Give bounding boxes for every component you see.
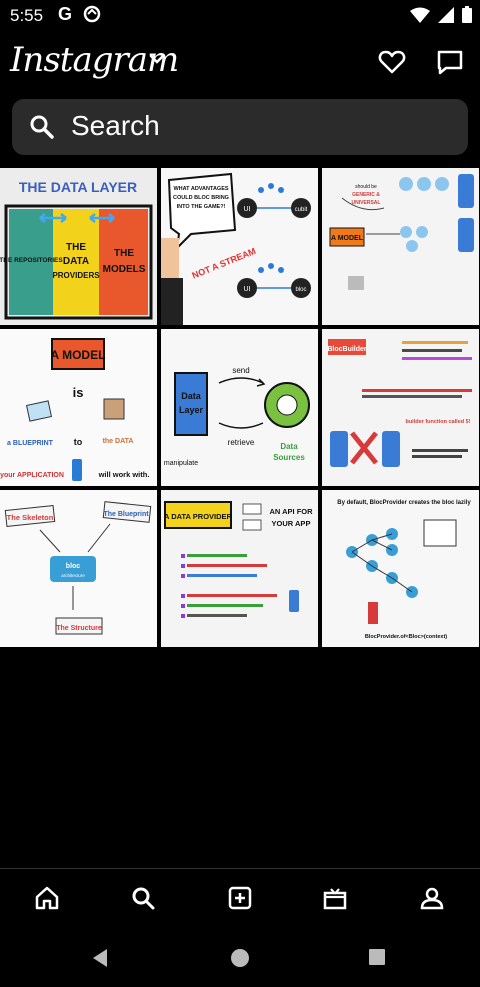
should-be: should be [355,184,377,190]
label-models: MODELS [103,264,146,275]
post-a-model-generic[interactable]: A MODEL should be GENERIC & UNIVERSAL [322,168,479,325]
label-providers: PROVIDERS [52,271,100,280]
api-line-1: AN API FOR [269,507,313,516]
skeleton-label: The Skeleton [7,513,54,522]
search-icon[interactable] [130,885,158,913]
post-data-layer-send-retrieve[interactable]: Data Layer send retrieve manipulate Data… [161,329,318,486]
post-bloc-architecture[interactable]: The Skeleton The Blueprint bloc architec… [0,490,157,647]
app-header: Instagram [0,30,480,92]
blueprint-label: a BLUEPRINT [7,440,54,447]
blocprovider-caption: By default, BlocProvider creates the blo… [337,500,471,506]
ui-node: UI [244,206,251,213]
post-blocbuilder[interactable]: BlocBuilder builder function called 5! [322,329,479,486]
messages-icon[interactable] [436,48,464,81]
post-the-data-layer[interactable]: THE DATA LAYER THE REPOSITORIES THE DATA… [0,168,157,325]
layer-label: Layer [179,405,204,415]
tile-title: THE DATA LAYER [19,179,137,195]
data-label: Data [181,391,202,401]
blocbuilder-label: BlocBuilder [327,346,367,353]
send-label: send [232,366,249,375]
search-input[interactable]: Search [71,110,160,141]
data-provider-title: A DATA PROVIDER [164,512,233,521]
add-post-icon[interactable] [227,885,255,913]
your-application: your APPLICATION [0,472,64,479]
home-circle-icon[interactable] [230,948,250,973]
data-sources-2: Sources [273,453,305,462]
bubble-line-3: INTO THE GAME?! [177,204,226,210]
label-the: THE [66,242,86,253]
bubble-line-1: WHAT ADVANTAGES [173,186,228,192]
chevron-down-icon[interactable] [148,52,166,70]
post-a-model-blueprint[interactable]: A MODEL is a BLUEPRINT to the DATA your … [0,329,157,486]
data-saver-icon [83,5,101,28]
to-label: to [74,437,83,447]
blocprovider-of: BlocProvider.of<Bloc>(context) [365,634,447,640]
a-model-title: A MODEL [51,348,106,362]
post-bloc-streams[interactable]: WHAT ADVANTAGES COULD BLOC BRING INTO TH… [161,168,318,325]
bloc-node: bloc [295,287,306,293]
profile-icon[interactable] [419,885,447,913]
builder-called-label: builder function called 5! [405,419,470,425]
will-work-with: will work with. [98,470,150,479]
wifi-icon [410,7,430,28]
instagram-logo[interactable]: Instagram [10,40,179,80]
post-blocprovider[interactable]: By default, BlocProvider creates the blo… [322,490,479,647]
structure-label: The Structure [56,625,102,632]
ui-node-2: UI [244,286,251,293]
system-nav [0,926,480,987]
cubit-node: cubit [295,207,308,213]
shop-icon[interactable] [322,885,350,913]
status-bar: 5:55 G [0,0,480,30]
signal-icon [438,6,454,28]
heart-icon[interactable] [378,48,406,81]
api-line-2: YOUR APP [272,519,311,528]
search-bar[interactable]: Search [12,99,468,155]
generic: GENERIC & [352,192,380,198]
home-icon[interactable] [34,885,62,913]
data-sources-1: Data [280,442,298,451]
post-a-data-provider[interactable]: A DATA PROVIDER AN API FOR YOUR APP [161,490,318,647]
the-data-label: the DATA [103,438,134,445]
back-icon[interactable] [91,948,109,973]
label-data: DATA [63,256,89,267]
blueprint-label-2: The Blueprint [103,511,149,518]
a-model-label: A MODEL [331,235,364,242]
universal: UNIVERSAL [352,200,381,206]
google-icon: G [58,4,73,24]
label-repositories: THE REPOSITORIES [0,257,63,264]
bloc-label: bloc [66,563,80,570]
battery-icon [462,6,472,28]
architecture-label: architecture [61,573,85,578]
retrieve-label: retrieve [228,438,255,447]
search-icon [28,113,56,146]
is-label: is [73,385,84,400]
recents-icon[interactable] [368,948,386,971]
label-the-2: THE [114,248,134,259]
bubble-line-2: COULD BLOC BRING [173,195,229,201]
status-time: 5:55 [10,6,44,25]
bottom-nav [0,868,480,927]
manipulate-label: manipulate [164,460,198,467]
